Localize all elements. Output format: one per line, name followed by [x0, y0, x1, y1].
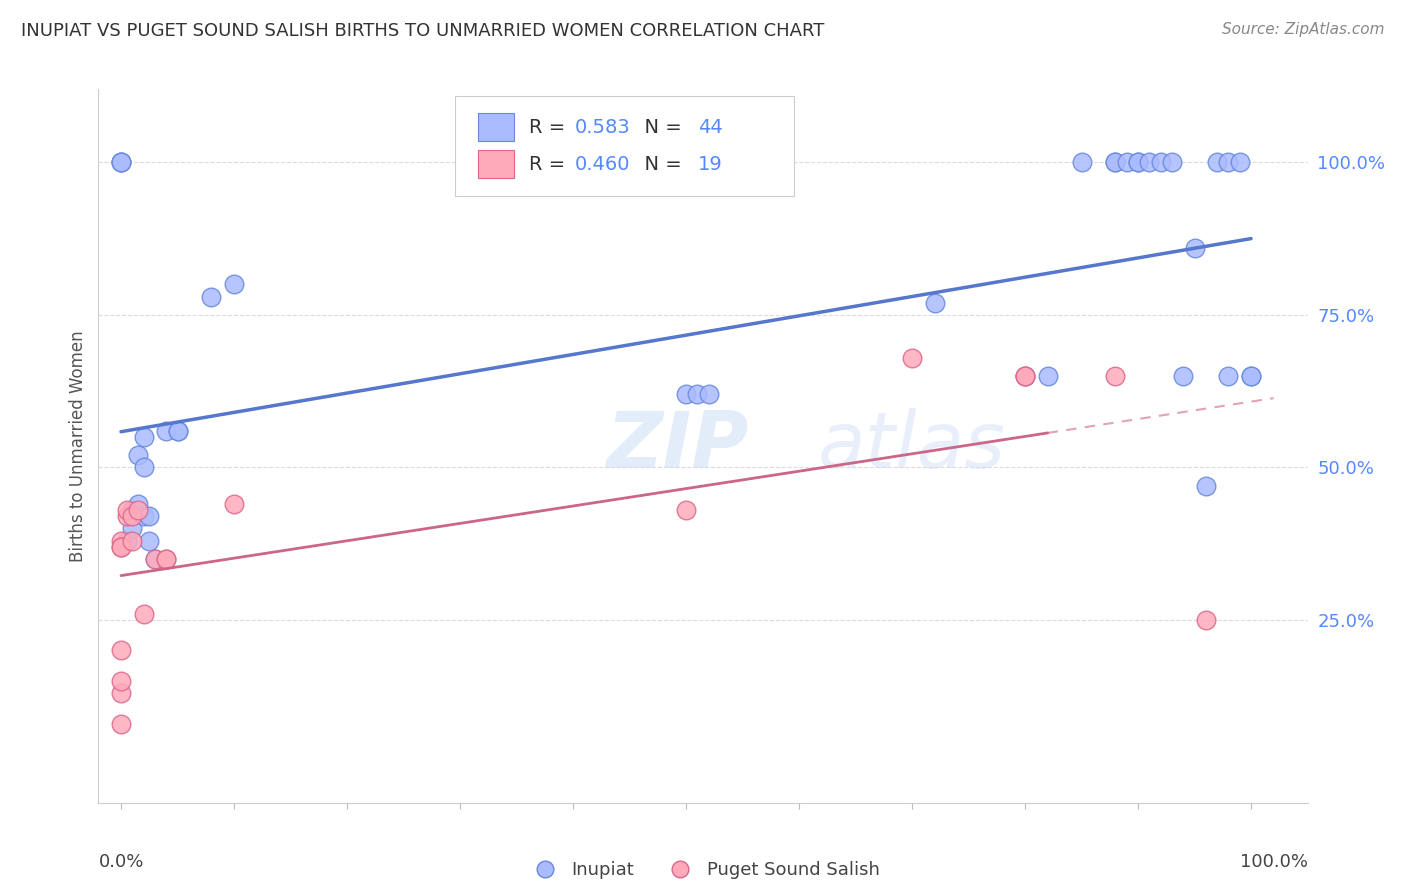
Point — [1104, 155, 1126, 169]
Point — [127, 503, 149, 517]
Point — [132, 509, 155, 524]
Point — [1218, 368, 1240, 383]
Text: INUPIAT VS PUGET SOUND SALISH BIRTHS TO UNMARRIED WOMEN CORRELATION CHART: INUPIAT VS PUGET SOUND SALISH BIRTHS TO … — [21, 22, 824, 40]
Point — [1229, 155, 1251, 169]
Point — [115, 533, 138, 548]
Point — [138, 533, 160, 548]
Point — [901, 351, 924, 365]
Point — [1014, 368, 1036, 383]
Text: Source: ZipAtlas.com: Source: ZipAtlas.com — [1222, 22, 1385, 37]
Point — [1206, 155, 1229, 169]
Point — [1184, 241, 1206, 255]
Point — [1070, 155, 1092, 169]
Text: 44: 44 — [699, 118, 723, 136]
Point — [1218, 155, 1240, 169]
Point — [697, 387, 720, 401]
Point — [1150, 155, 1173, 169]
Point — [155, 551, 177, 566]
Point — [1036, 368, 1059, 383]
Point — [1014, 368, 1036, 383]
Point — [166, 424, 188, 438]
Point — [132, 430, 155, 444]
Point — [110, 716, 132, 731]
Point — [1126, 155, 1149, 169]
Point — [155, 551, 177, 566]
Point — [121, 509, 143, 524]
Point — [1126, 155, 1149, 169]
Point — [1161, 155, 1184, 169]
Point — [110, 540, 132, 554]
Point — [1014, 368, 1036, 383]
Point — [1137, 155, 1160, 169]
Point — [1173, 368, 1195, 383]
Text: N =: N = — [631, 118, 688, 136]
Point — [127, 497, 149, 511]
Text: 0.460: 0.460 — [575, 154, 630, 174]
Point — [1195, 478, 1218, 492]
Point — [115, 533, 138, 548]
Text: 100.0%: 100.0% — [1240, 853, 1308, 871]
Point — [1195, 613, 1218, 627]
FancyBboxPatch shape — [456, 96, 793, 196]
Text: 0.0%: 0.0% — [98, 853, 143, 871]
Point — [138, 509, 160, 524]
Point — [1104, 368, 1126, 383]
Point — [675, 503, 697, 517]
Point — [675, 387, 697, 401]
Text: N =: N = — [631, 154, 688, 174]
Point — [200, 289, 222, 303]
Point — [110, 155, 132, 169]
Point — [924, 295, 946, 310]
Legend: Inupiat, Puget Sound Salish: Inupiat, Puget Sound Salish — [519, 855, 887, 887]
Point — [110, 686, 132, 700]
Point — [110, 155, 132, 169]
Point — [110, 673, 132, 688]
Point — [121, 521, 143, 535]
Point — [166, 424, 188, 438]
Point — [127, 448, 149, 462]
Point — [155, 424, 177, 438]
Text: 0.583: 0.583 — [575, 118, 630, 136]
Y-axis label: Births to Unmarried Women: Births to Unmarried Women — [69, 330, 87, 562]
Point — [110, 643, 132, 657]
Point — [143, 551, 166, 566]
Point — [132, 607, 155, 621]
Text: atlas: atlas — [818, 408, 1005, 484]
Point — [121, 503, 143, 517]
Point — [222, 497, 245, 511]
Point — [115, 503, 138, 517]
Point — [1115, 155, 1137, 169]
Point — [1104, 155, 1126, 169]
FancyBboxPatch shape — [478, 150, 515, 178]
Text: R =: R = — [529, 118, 571, 136]
Text: R =: R = — [529, 154, 571, 174]
Point — [115, 509, 138, 524]
FancyBboxPatch shape — [478, 112, 515, 141]
Text: ZIP: ZIP — [606, 408, 748, 484]
Point — [110, 155, 132, 169]
Point — [1240, 368, 1263, 383]
Point — [1240, 368, 1263, 383]
Text: 19: 19 — [699, 154, 723, 174]
Point — [143, 551, 166, 566]
Point — [110, 533, 132, 548]
Point — [121, 533, 143, 548]
Point — [110, 540, 132, 554]
Point — [132, 460, 155, 475]
Point — [686, 387, 709, 401]
Point — [222, 277, 245, 292]
